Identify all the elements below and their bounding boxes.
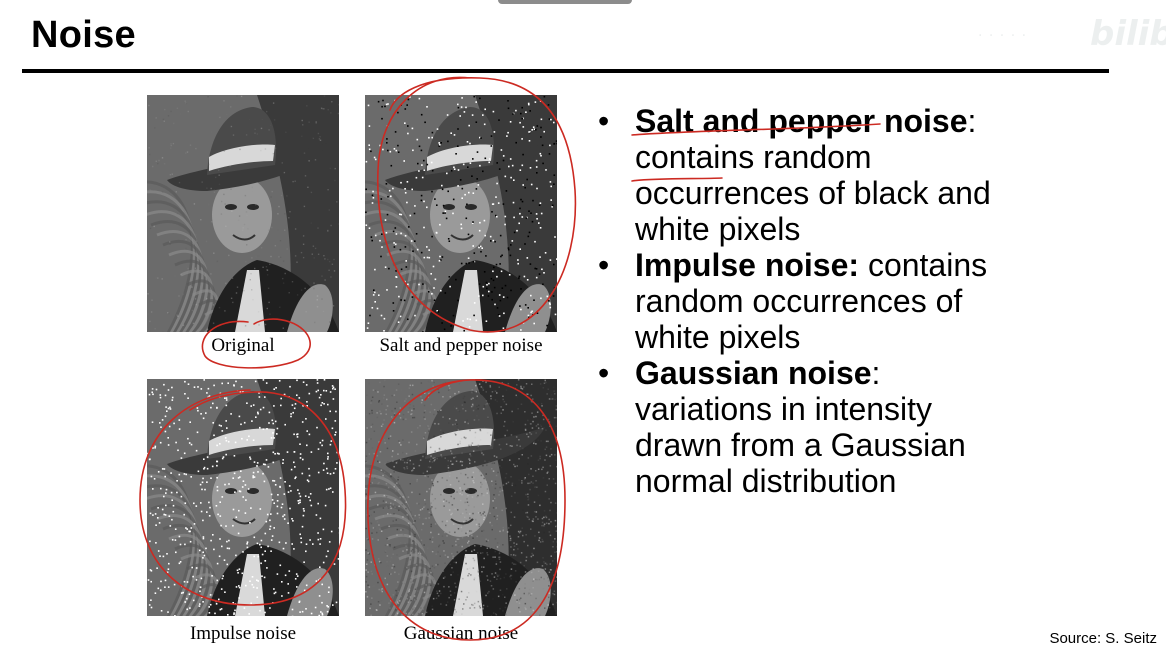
photo-impulse [147,379,339,616]
photo-drawing [365,379,557,616]
bullet-term: Gaussian noise [635,355,872,391]
photo-drawing [365,95,557,332]
photo-salt-and-pepper [365,95,557,332]
bullet-term: Salt and pepper noise [635,103,968,139]
bullet-salt-and-pepper: • Salt and pepper noise: contains random … [598,103,1018,247]
photo-drawing [147,379,339,616]
bullet-dot: • [598,355,610,391]
photo-gaussian [365,379,557,616]
title-divider [22,69,1109,73]
watermark-small-text: · · · · · [978,28,1028,44]
slide-title: Noise [31,14,136,56]
bullet-gaussian: • Gaussian noise: variations in intensity… [598,355,1018,499]
bullet-term: Impulse noise: [635,247,860,283]
photo-drawing [147,95,339,332]
caption-gaussian: Gaussian noise [403,623,519,644]
watermark-logo: bilibili [1090,14,1166,54]
photo-original [147,95,339,332]
bullet-list: • Salt and pepper noise: contains random … [598,103,1018,499]
caption-original: Original [211,335,275,356]
caption-salt-and-pepper: Salt and pepper noise [379,335,543,356]
bullet-dot: • [598,103,610,139]
bullet-text: contains random occurrences of white pix… [635,247,988,355]
bilibili-watermark: · · · · · bilibili [978,14,1166,54]
caption-impulse: Impulse noise [189,623,297,644]
bullet-dot: • [598,247,610,283]
window-top-tab [498,0,632,4]
bullet-text: : contains random occurrences of black a… [635,103,991,247]
bullet-impulse: • Impulse noise: contains random occurren… [598,247,1018,355]
bullet-text: : variations in intensity drawn from a G… [635,355,966,499]
source-credit: Source: S. Seitz [1049,630,1157,647]
